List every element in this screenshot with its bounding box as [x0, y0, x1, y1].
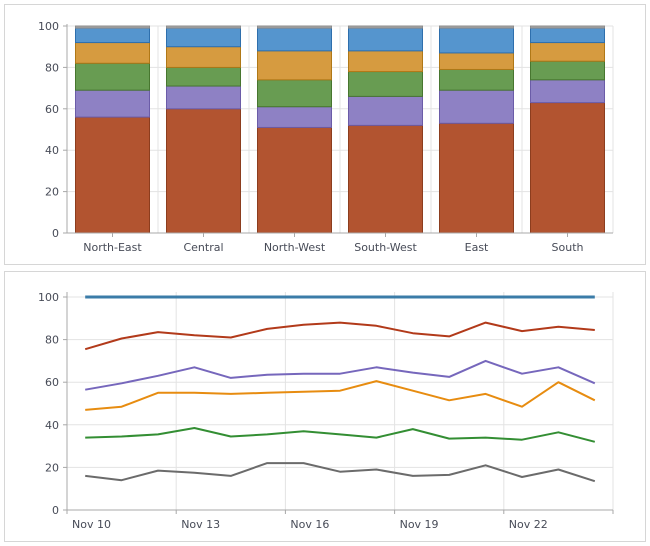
y-axis-label: 0 [52, 227, 59, 240]
x-axis-label: South [552, 241, 584, 254]
bar-segment-orange[interactable] [166, 46, 241, 68]
y-axis-label: 60 [45, 376, 59, 389]
bar-segment-gray[interactable] [75, 25, 150, 29]
bar-segment-purple[interactable] [166, 85, 241, 110]
line-chart: Nov 10 Nov 13 Nov 16 Nov 19 Nov 22 0 20 40 60 80 1… [38, 291, 614, 531]
y-axis-label: 0 [52, 504, 59, 517]
bar-segment-rust[interactable] [530, 102, 605, 234]
bar-segment-gray[interactable] [257, 25, 332, 29]
bar-segment-orange[interactable] [530, 42, 605, 62]
bar-segment-green[interactable] [257, 79, 332, 108]
y-axis-label: 60 [45, 103, 59, 116]
x-axis-label: Nov 22 [509, 518, 548, 531]
bar-segment-green[interactable] [166, 66, 241, 87]
y-axis-label: 100 [38, 291, 59, 304]
x-axis-label: North-West [264, 241, 326, 254]
bar-segment-purple[interactable] [257, 106, 332, 128]
bar-segment-purple[interactable] [439, 89, 514, 124]
x-axis-label: East [465, 241, 489, 254]
line-series-red[interactable] [84, 321, 595, 351]
bar-segment-blue[interactable] [257, 27, 332, 52]
bar-segment-gray[interactable] [166, 25, 241, 29]
y-axis-label: 80 [45, 61, 59, 74]
line-series-purple[interactable] [85, 359, 596, 391]
bar-segment-rust[interactable] [75, 116, 150, 234]
line-chart-panel: Nov 10 Nov 13 Nov 16 Nov 19 Nov 22 0 20 40 60 80 1… [4, 271, 646, 542]
bar-segment-rust[interactable] [439, 122, 514, 234]
stacked-bar-chart: North-East Central North-West South-West Eas… [38, 20, 614, 254]
bar-segment-purple[interactable] [348, 95, 423, 126]
bar-segment-green[interactable] [530, 60, 605, 81]
bar-segment-blue[interactable] [166, 27, 241, 48]
line-series-orange[interactable] [85, 380, 596, 411]
bar-segment-purple[interactable] [75, 89, 150, 118]
y-axis-label: 20 [45, 186, 59, 199]
y-axis-label: 100 [38, 20, 59, 33]
bar-segment-purple[interactable] [530, 79, 605, 104]
bar-segment-blue[interactable] [530, 27, 605, 44]
bar-segment-orange[interactable] [439, 52, 514, 70]
bar-segment-green[interactable] [439, 68, 514, 91]
bar-segment-rust[interactable] [166, 108, 241, 234]
x-axis-label: Nov 16 [290, 518, 329, 531]
bar-segment-gray[interactable] [439, 25, 514, 29]
x-axis-label: Nov 10 [72, 518, 111, 531]
bar-segment-blue[interactable] [75, 27, 150, 44]
bar-segment-rust[interactable] [257, 126, 332, 234]
line-series-green[interactable] [85, 427, 596, 443]
bar-segment-green[interactable] [348, 71, 423, 97]
bar-segment-blue[interactable] [439, 27, 514, 54]
bar-segment-rust[interactable] [348, 124, 423, 234]
bar-segment-orange[interactable] [257, 50, 332, 81]
x-axis-label: North-East [83, 241, 142, 254]
bar-segment-green[interactable] [75, 62, 150, 91]
y-axis-label: 40 [45, 419, 59, 432]
x-axis-label: South-West [354, 241, 417, 254]
line-series-gray[interactable] [85, 462, 596, 483]
y-axis-label: 20 [45, 461, 59, 474]
y-axis-label: 40 [45, 144, 59, 157]
stacked-bar-chart-panel: North-East Central North-West South-West Eas… [4, 4, 646, 265]
x-axis-label: Nov 19 [400, 518, 439, 531]
bar-segment-orange[interactable] [75, 42, 150, 64]
bar-segment-gray[interactable] [530, 25, 605, 29]
bar-segment-gray[interactable] [348, 25, 423, 29]
x-axis-label: Central [183, 241, 223, 254]
y-axis-label: 80 [45, 334, 59, 347]
bar-segment-orange[interactable] [348, 50, 423, 73]
bar-segment-blue[interactable] [348, 27, 423, 52]
x-axis-label: Nov 13 [181, 518, 220, 531]
